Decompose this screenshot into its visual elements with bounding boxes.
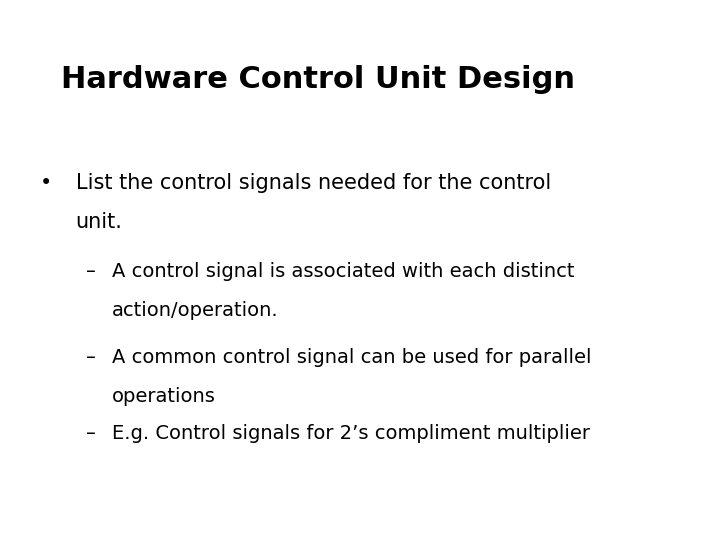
Text: unit.: unit. — [76, 212, 122, 232]
Text: –: – — [86, 348, 96, 367]
Text: operations: operations — [112, 387, 215, 406]
Text: A common control signal can be used for parallel: A common control signal can be used for … — [112, 348, 591, 367]
Text: –: – — [86, 424, 96, 443]
Text: List the control signals needed for the control: List the control signals needed for the … — [76, 173, 551, 193]
Text: A control signal is associated with each distinct: A control signal is associated with each… — [112, 262, 574, 281]
Text: E.g. Control signals for 2’s compliment multiplier: E.g. Control signals for 2’s compliment … — [112, 424, 590, 443]
Text: Hardware Control Unit Design: Hardware Control Unit Design — [61, 65, 575, 94]
Text: –: – — [86, 262, 96, 281]
Text: •: • — [40, 173, 52, 193]
Text: action/operation.: action/operation. — [112, 301, 278, 320]
